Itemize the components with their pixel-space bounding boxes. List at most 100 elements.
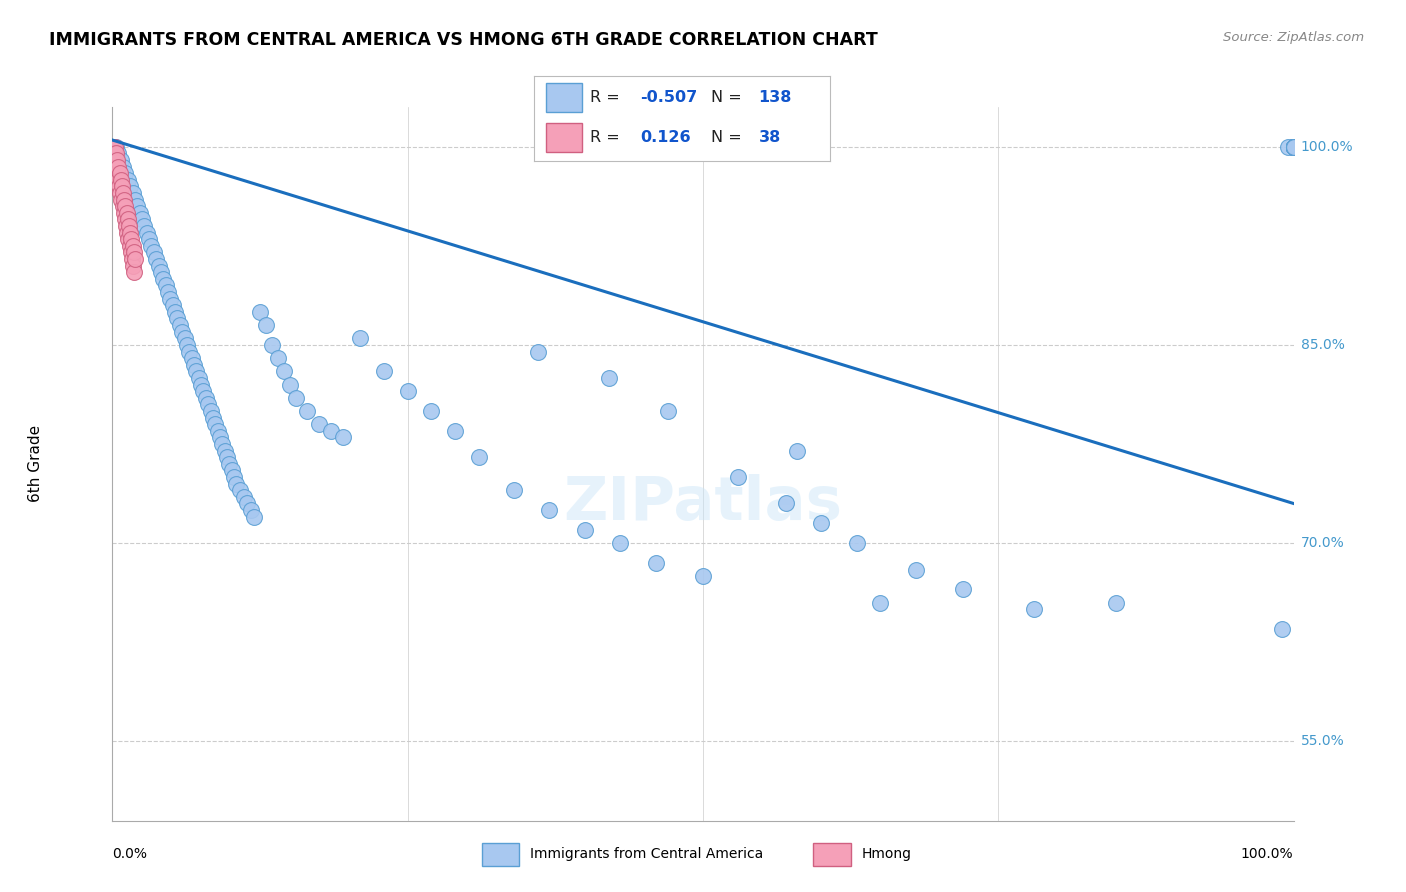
Text: Immigrants from Central America: Immigrants from Central America: [530, 847, 763, 861]
Point: [243, 509, 266, 524]
Text: Source: ZipAtlas.com: Source: ZipAtlas.com: [1223, 31, 1364, 45]
Point: [120, 179, 142, 194]
Point: [332, 430, 354, 444]
Point: [869, 596, 891, 610]
Point: [1282, 139, 1305, 153]
Point: [249, 305, 271, 319]
Point: [105, 139, 128, 153]
Point: [1282, 139, 1305, 153]
Point: [1282, 139, 1305, 153]
Point: [121, 252, 143, 266]
Point: [103, 153, 125, 167]
Point: [135, 226, 157, 240]
Point: [190, 377, 212, 392]
Point: [114, 212, 136, 227]
Bar: [482, 844, 519, 866]
Point: [105, 166, 128, 180]
Point: [1105, 596, 1128, 610]
Point: [1282, 139, 1305, 153]
Point: [1282, 139, 1305, 153]
Point: [598, 371, 620, 385]
Point: [727, 470, 749, 484]
Point: [120, 232, 142, 246]
Text: 0.126: 0.126: [641, 130, 692, 145]
Point: [503, 483, 526, 498]
Point: [162, 298, 184, 312]
Point: [124, 252, 146, 266]
Text: IMMIGRANTS FROM CENTRAL AMERICA VS HMONG 6TH GRADE CORRELATION CHART: IMMIGRANTS FROM CENTRAL AMERICA VS HMONG…: [49, 31, 877, 49]
Point: [278, 377, 301, 392]
Point: [1282, 139, 1305, 153]
Point: [208, 430, 231, 444]
Point: [193, 384, 215, 399]
Point: [1022, 602, 1045, 616]
Point: [108, 179, 131, 194]
Point: [105, 153, 128, 167]
Point: [221, 463, 243, 477]
Point: [1282, 139, 1305, 153]
Point: [273, 364, 295, 378]
Point: [112, 186, 135, 200]
Point: [169, 318, 191, 332]
Point: [115, 206, 138, 220]
Point: [108, 166, 131, 180]
Point: [1282, 139, 1305, 153]
Point: [1282, 139, 1305, 153]
Point: [207, 424, 229, 438]
Point: [122, 259, 145, 273]
Text: N =: N =: [711, 130, 742, 145]
Point: [232, 490, 254, 504]
Point: [526, 344, 548, 359]
Point: [156, 285, 179, 299]
Point: [1282, 139, 1305, 153]
Point: [148, 259, 170, 273]
Text: R =: R =: [591, 90, 620, 105]
Point: [284, 391, 307, 405]
Point: [952, 582, 974, 597]
Point: [112, 193, 135, 207]
Point: [121, 186, 143, 200]
Point: [1282, 139, 1305, 153]
Point: [1282, 139, 1305, 153]
Point: [260, 338, 283, 352]
Point: [225, 476, 247, 491]
Point: [1282, 139, 1305, 153]
Point: [110, 193, 132, 207]
Point: [114, 166, 136, 180]
Text: 55.0%: 55.0%: [1301, 734, 1344, 748]
Point: [1282, 139, 1305, 153]
Point: [194, 391, 217, 405]
Point: [1282, 139, 1305, 153]
Point: [138, 232, 160, 246]
Point: [180, 351, 202, 365]
Point: [107, 146, 129, 161]
Point: [107, 160, 129, 174]
Point: [229, 483, 252, 498]
Point: [120, 245, 142, 260]
Point: [1282, 139, 1305, 153]
Point: [775, 496, 797, 510]
Point: [1282, 139, 1305, 153]
Point: [1271, 622, 1294, 636]
Point: [1282, 139, 1305, 153]
Point: [1282, 139, 1305, 153]
Text: N =: N =: [711, 90, 742, 105]
Point: [111, 179, 134, 194]
Point: [1282, 139, 1305, 153]
Text: 138: 138: [759, 90, 792, 105]
Point: [204, 417, 226, 432]
Text: Hmong: Hmong: [862, 847, 911, 861]
Point: [176, 338, 198, 352]
Point: [1282, 139, 1305, 153]
Bar: [546, 84, 582, 112]
Point: [319, 424, 342, 438]
Point: [142, 245, 165, 260]
Point: [145, 252, 167, 266]
Point: [141, 239, 163, 253]
Bar: [813, 844, 851, 866]
Point: [179, 344, 201, 359]
Point: [215, 450, 238, 465]
Point: [1282, 139, 1305, 153]
Point: [420, 404, 443, 418]
Point: [1282, 139, 1305, 153]
